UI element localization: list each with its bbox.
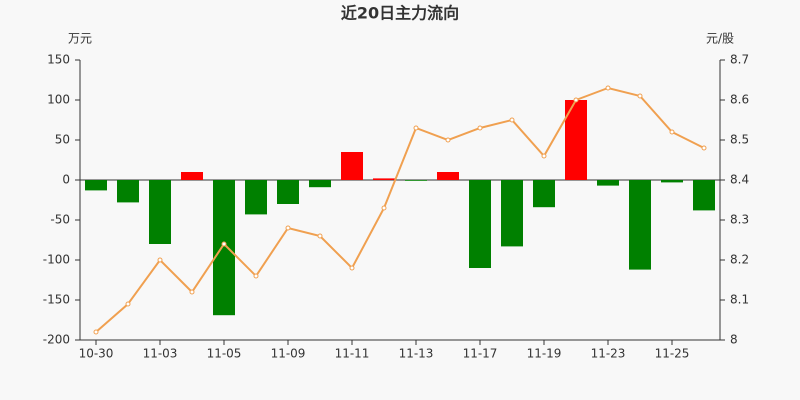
price-point (189, 289, 195, 295)
price-point (541, 153, 547, 159)
price-point (509, 117, 515, 123)
price-point (349, 265, 355, 271)
x-tick-label: 10-30 (79, 347, 114, 361)
price-point (573, 97, 579, 103)
y2-tick-label: 8 (730, 333, 738, 347)
bar (85, 180, 107, 191)
bar (245, 180, 267, 215)
price-point (93, 329, 99, 335)
y-tick-label: -150 (43, 293, 70, 307)
bar (469, 180, 491, 268)
y-tick-label: 50 (55, 133, 70, 147)
y-tick-label: -50 (50, 213, 70, 227)
x-tick-label: 11-05 (207, 347, 242, 361)
x-tick-label: 11-03 (143, 347, 178, 361)
price-point (221, 241, 227, 247)
chart-title: 近20日主力流向 (341, 4, 459, 23)
bar (661, 180, 683, 183)
price-point (285, 225, 291, 231)
price-point (253, 273, 259, 279)
bar (181, 172, 203, 180)
y-tick-label: 0 (62, 173, 70, 187)
y2-axis-label: 元/股 (706, 32, 734, 46)
bar (341, 152, 363, 180)
price-point (669, 129, 675, 135)
y2-tick-label: 8.4 (730, 173, 749, 187)
x-tick-label: 11-13 (399, 347, 434, 361)
price-point (157, 257, 163, 263)
bar (117, 180, 139, 203)
bar (501, 180, 523, 247)
bar (277, 180, 299, 204)
bar (213, 180, 235, 316)
price-point (413, 125, 419, 131)
y2-tick-label: 8.3 (730, 213, 749, 227)
x-tick-label: 11-23 (591, 347, 626, 361)
y-tick-label: -200 (43, 333, 70, 347)
y-axis-label: 万元 (68, 32, 92, 46)
y2-tick-label: 8.7 (730, 53, 749, 67)
y-tick-label: 150 (47, 53, 70, 67)
bar (373, 178, 395, 180)
price-line (95, 86, 705, 333)
y2-tick-label: 8.6 (730, 93, 749, 107)
price-point (605, 85, 611, 91)
price-point (125, 301, 131, 307)
bar (149, 180, 171, 244)
y2-tick-label: 8.5 (730, 133, 749, 147)
price-point (701, 145, 707, 151)
y2-tick-label: 8.2 (730, 253, 749, 267)
bar (405, 180, 427, 181)
price-point (637, 93, 643, 99)
y-tick-label: 100 (47, 93, 70, 107)
x-tick-label: 11-17 (463, 347, 498, 361)
bar (533, 180, 555, 208)
y2-tick-label: 8.1 (730, 293, 749, 307)
bar (597, 180, 619, 186)
x-tick-label: 11-25 (655, 347, 690, 361)
x-tick-label: 11-09 (271, 347, 306, 361)
bar (693, 180, 715, 211)
bar (437, 172, 459, 180)
price-point (445, 137, 451, 143)
price-point (477, 125, 483, 131)
bar (629, 180, 651, 270)
x-tick-label: 11-19 (527, 347, 562, 361)
price-point (317, 233, 323, 239)
y-tick-label: -100 (43, 253, 70, 267)
bar (309, 180, 331, 188)
price-point (381, 205, 387, 211)
bar (565, 100, 587, 180)
x-tick-label: 11-11 (335, 347, 370, 361)
